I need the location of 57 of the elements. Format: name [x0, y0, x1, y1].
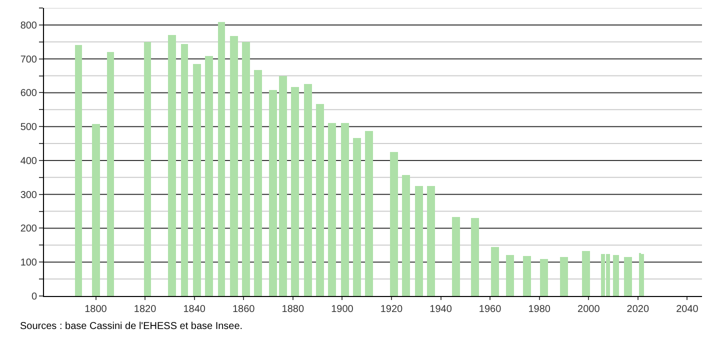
- bar: [269, 90, 277, 296]
- y-tick-label: 0: [31, 292, 38, 302]
- bar: [506, 255, 514, 296]
- bar: [582, 251, 590, 296]
- bar: [144, 42, 151, 296]
- bar: [205, 56, 213, 296]
- bar: [452, 217, 460, 296]
- x-tick-label: 1820: [134, 304, 157, 315]
- x-tick-label: 1900: [331, 304, 354, 315]
- bar: [92, 124, 100, 296]
- bar: [471, 218, 479, 296]
- bar: [242, 42, 250, 296]
- bar: [390, 152, 398, 296]
- bar: [254, 70, 262, 296]
- x-tick-label: 1800: [84, 304, 108, 315]
- y-tick-label: 800: [20, 20, 38, 32]
- bar: [341, 123, 349, 296]
- x-tick-label: 2040: [676, 304, 699, 315]
- bar: [328, 123, 336, 296]
- bar: [402, 175, 410, 296]
- y-tick-label: 500: [20, 122, 38, 134]
- bar: [427, 186, 435, 296]
- bar: [75, 45, 82, 296]
- bar: [415, 186, 423, 296]
- bar: [230, 36, 238, 296]
- bar: [304, 84, 312, 296]
- x-tick-label: 1920: [380, 304, 404, 315]
- bar: [193, 64, 201, 296]
- bar: [540, 259, 548, 296]
- x-tick-label: 1860: [232, 304, 256, 315]
- x-tick-label: 1840: [183, 304, 206, 315]
- bar: [624, 257, 632, 296]
- bar: [107, 52, 114, 296]
- source-note: Sources : base Cassini de l'EHESS et base Insee.: [20, 321, 243, 332]
- y-tick-label: 100: [20, 258, 38, 269]
- y-tick-label: 200: [20, 224, 38, 235]
- x-tick-label: 1980: [528, 304, 551, 315]
- bar: [316, 104, 324, 296]
- bar: [491, 247, 499, 296]
- x-tick-label: 1960: [478, 304, 502, 315]
- bar: [353, 138, 361, 296]
- bar: [168, 35, 176, 296]
- bar: [523, 256, 531, 296]
- bar: [365, 131, 373, 296]
- y-tick-label: 600: [20, 88, 38, 100]
- bar: [291, 87, 299, 296]
- bar: [218, 22, 225, 296]
- bar: [181, 44, 188, 296]
- x-tick-label: 2000: [578, 304, 600, 315]
- bar: [560, 257, 568, 296]
- y-tick-label: 300: [20, 190, 38, 201]
- bar: [279, 76, 287, 296]
- x-tick-label: 1940: [430, 304, 452, 315]
- y-tick-label: 400: [20, 156, 38, 167]
- x-tick-label: 1880: [282, 304, 304, 315]
- x-tick-label: 2020: [626, 304, 650, 315]
- y-tick-label: 700: [20, 54, 38, 66]
